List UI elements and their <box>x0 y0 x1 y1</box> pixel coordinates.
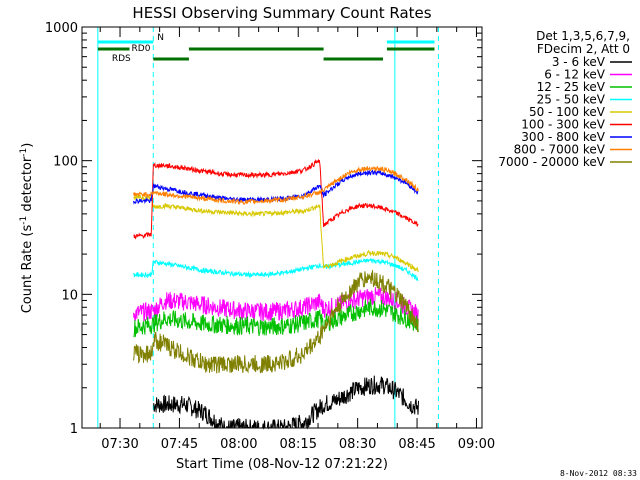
x-tick-label: 09:00 <box>458 437 495 452</box>
x-tick-label: 07:30 <box>101 437 138 452</box>
x-tick-label: 08:00 <box>220 437 257 452</box>
y-axis-label-sup2: -1 <box>19 148 29 157</box>
x-tick-label: 08:45 <box>398 437 435 452</box>
y-axis-label-sup1: -1 <box>19 216 29 225</box>
series-layer <box>133 158 419 430</box>
y-axis-label-end: ) <box>20 143 35 148</box>
series-line-1 <box>133 287 419 323</box>
series-line-6 <box>133 169 419 205</box>
series-line-4 <box>133 193 419 273</box>
x-axis-label: Start Time (08-Nov-12 07:21:22) <box>176 457 388 472</box>
legend-label: 300 - 800 keV <box>521 130 605 144</box>
y-axis-label-main: Count Rate (s <box>20 225 35 314</box>
legend-label: 25 - 50 keV <box>537 93 606 107</box>
legend-label: 3 - 6 keV <box>552 55 606 69</box>
y-axis: 1 10 100 1000 <box>45 21 482 437</box>
series-line-3 <box>133 258 419 282</box>
legend-title-1: Det 1,3,5,6,7,9, <box>536 29 630 43</box>
x-tick-label: 07:45 <box>161 437 198 452</box>
y-tick-label: 10 <box>61 288 78 303</box>
plot-frame <box>81 26 483 429</box>
x-axis: 07:30 07:45 08:00 08:15 08:30 08:45 09:00 <box>99 27 495 452</box>
y-axis-label-mid: detector <box>20 156 35 216</box>
series-line-0 <box>152 375 419 430</box>
series-line-2 <box>133 298 419 338</box>
series-line-7 <box>133 165 419 205</box>
legend: Det 1,3,5,6,7,9, FDecim 2, Att 0 3 - 6 k… <box>498 29 632 169</box>
legend-label: 50 - 100 keV <box>529 105 606 119</box>
y-tick-label: 100 <box>53 155 78 170</box>
legend-label: 800 - 7000 keV <box>514 143 606 157</box>
x-tick-label: 08:30 <box>339 437 376 452</box>
series-line-8 <box>133 270 419 374</box>
y-tick-label: 1000 <box>45 21 78 36</box>
legend-label: 12 - 25 keV <box>537 80 606 94</box>
y-tick-label: 1 <box>70 422 78 437</box>
series-line-5 <box>133 158 419 240</box>
legend-label: 100 - 300 keV <box>521 118 605 132</box>
footer-timestamp: 8-Nov-2012 08:33 <box>560 469 637 478</box>
chart-title: HESSI Observing Summary Count Rates <box>132 4 431 22</box>
legend-label: 6 - 12 keV <box>544 68 606 82</box>
legend-title-2: FDecim 2, Att 0 <box>537 42 630 56</box>
x-tick-label: 08:15 <box>280 437 317 452</box>
flag-rd0-label: RD0 <box>132 44 151 54</box>
flag-n-label: N <box>157 33 164 43</box>
legend-label: 7000 - 20000 keV <box>498 155 605 169</box>
flag-rds-label: RDS <box>112 54 131 64</box>
y-axis-label: Count Rate (s-1 detector-1) <box>19 143 35 314</box>
